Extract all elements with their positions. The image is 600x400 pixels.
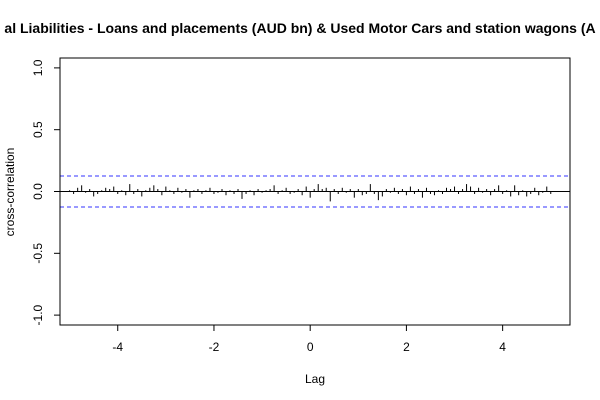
y-tick-label: 0.0 xyxy=(31,183,45,200)
confidence-bounds xyxy=(60,175,570,208)
x-tick-label: -2 xyxy=(209,340,220,354)
x-tick-label: 2 xyxy=(403,340,410,354)
x-tick-label: 4 xyxy=(499,340,506,354)
y-tick-label: 0.5 xyxy=(31,121,45,138)
ccf-bars xyxy=(69,184,552,202)
y-axis-label: cross-correlation xyxy=(3,148,17,237)
x-tick-label: 0 xyxy=(307,340,314,354)
chart-title: al Liabilities - Loans and placements (A… xyxy=(4,20,595,36)
x-axis: -4 -2 0 2 4 xyxy=(112,324,506,354)
y-axis: -1.0 -0.5 0.0 0.5 1.0 xyxy=(31,59,61,325)
y-tick-label: -0.5 xyxy=(31,243,45,264)
x-tick-label: -4 xyxy=(112,340,123,354)
x-axis-label: Lag xyxy=(305,372,325,386)
y-tick-label: -1.0 xyxy=(31,304,45,325)
y-tick-label: 1.0 xyxy=(31,59,45,76)
